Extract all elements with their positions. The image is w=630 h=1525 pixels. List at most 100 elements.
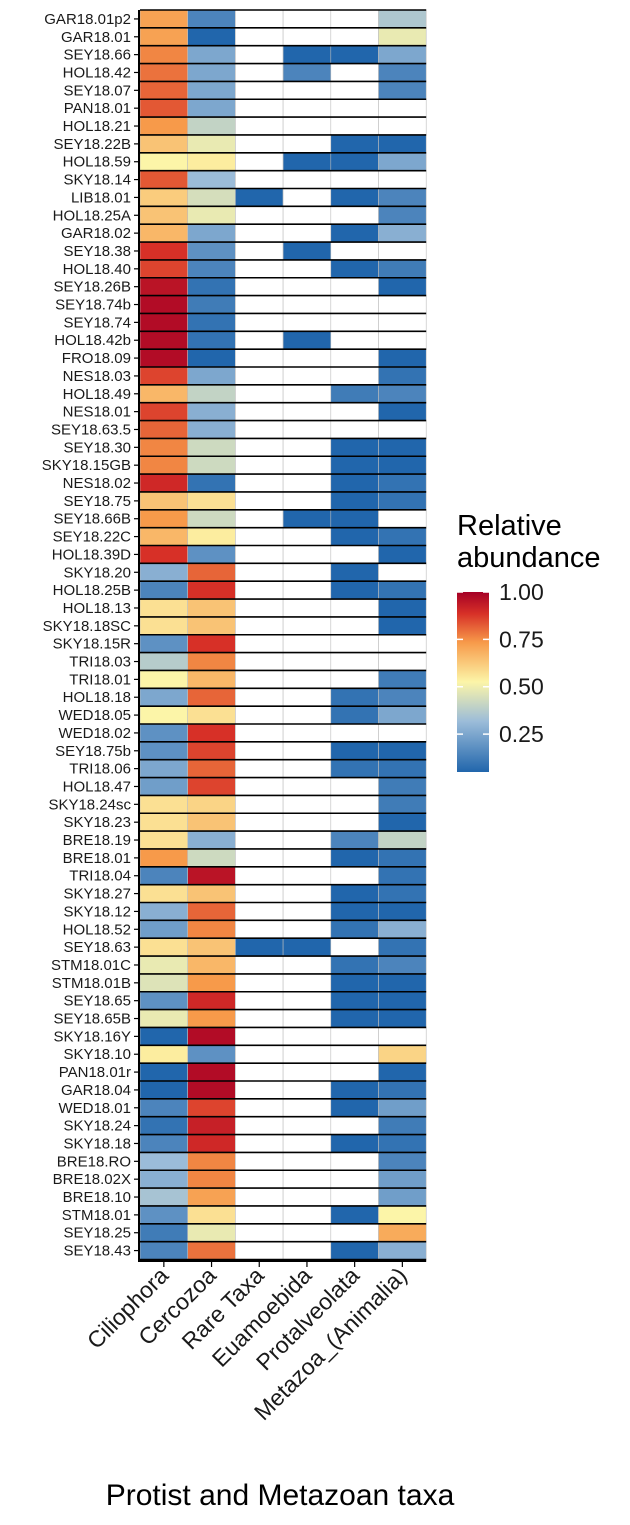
- heatmap-cell: [330, 134, 379, 154]
- heatmap-cell: [378, 670, 427, 689]
- heatmap-cell: [235, 991, 284, 1010]
- heatmap-cell: [378, 973, 427, 993]
- row-label: SEY18.66: [63, 47, 131, 64]
- row-label: SKY18.10: [63, 1046, 131, 1063]
- heatmap-cell: [378, 366, 427, 386]
- heatmap-cell: [330, 206, 379, 225]
- heatmap-cell: [187, 848, 236, 868]
- heatmap-cell: [282, 1134, 332, 1153]
- heatmap-cell: [187, 1223, 236, 1242]
- heatmap-cell: [282, 1027, 332, 1046]
- heatmap-cell: [378, 1045, 427, 1064]
- heatmap-cell: [282, 563, 332, 582]
- heatmap-cell: [139, 63, 189, 82]
- heatmap-cell: [378, 616, 427, 636]
- heatmap-cell: [187, 527, 236, 546]
- heatmap-cell: [378, 63, 427, 82]
- heatmap-cell: [378, 991, 427, 1010]
- row-label: WED18.02: [58, 725, 131, 742]
- legend-tick-label: 0.25: [499, 721, 544, 747]
- heatmap-cell: [330, 795, 379, 814]
- row-label: HOL18.40: [63, 261, 131, 278]
- heatmap-cell: [187, 1205, 236, 1225]
- row-label: HOL18.47: [63, 778, 131, 795]
- heatmap-cell: [187, 1134, 236, 1153]
- heatmap-cell: [139, 366, 189, 386]
- heatmap-cell: [235, 1027, 284, 1046]
- heatmap-cell: [235, 348, 284, 368]
- heatmap-cell: [187, 1241, 236, 1260]
- heatmap-cell: [139, 98, 189, 118]
- heatmap-cell: [235, 1009, 284, 1028]
- heatmap-cell: [139, 545, 189, 564]
- heatmap-cell: [378, 81, 427, 100]
- heatmap-cell: [187, 491, 236, 511]
- heatmap-cell: [187, 652, 236, 671]
- heatmap-cell: [235, 366, 284, 386]
- heatmap-cell: [282, 937, 332, 957]
- heatmap-cell: [139, 955, 189, 975]
- heatmap-cell: [330, 830, 379, 850]
- heatmap-cell: [282, 759, 332, 778]
- heatmap-cells: [139, 9, 427, 1260]
- heatmap-cell: [378, 902, 427, 921]
- heatmap-cell: [378, 884, 427, 903]
- heatmap-cell: [139, 45, 189, 64]
- legend-ticks: 1.00 0.75 0.50 0.25: [457, 579, 544, 747]
- heatmap-cell: [139, 206, 189, 225]
- heatmap-cell: [330, 1241, 379, 1260]
- heatmap-cell: [378, 1152, 427, 1171]
- heatmap-cell: [235, 170, 284, 189]
- heatmap-cell: [235, 45, 284, 64]
- heatmap-cell: [139, 509, 189, 528]
- heatmap-cell: [139, 1116, 189, 1135]
- heatmap-cell: [282, 1116, 332, 1135]
- heatmap-cell: [139, 1169, 189, 1189]
- heatmap-cell: [282, 1009, 332, 1028]
- heatmap-cell: [330, 277, 379, 296]
- heatmap-cell: [187, 384, 236, 404]
- row-label: WED18.05: [58, 707, 131, 724]
- heatmap-cell: [378, 295, 427, 314]
- heatmap-cell: [282, 491, 332, 511]
- row-label: GAR18.04: [61, 1082, 131, 1099]
- heatmap-cell: [282, 634, 332, 653]
- heatmap-cell: [235, 812, 284, 832]
- heatmap-cell: [235, 152, 284, 171]
- heatmap-cell: [235, 973, 284, 993]
- heatmap-cell: [378, 188, 427, 207]
- heatmap-cell: [330, 902, 379, 921]
- heatmap-cell: [282, 295, 332, 314]
- heatmap-cell: [282, 116, 332, 136]
- heatmap-cell: [139, 1205, 189, 1225]
- heatmap-cell: [187, 188, 236, 207]
- row-label: SEY18.65: [63, 993, 131, 1010]
- heatmap-cell: [282, 223, 332, 243]
- heatmap-cell: [330, 848, 379, 868]
- row-label: SKY18.20: [63, 564, 131, 581]
- heatmap-cell: [187, 545, 236, 564]
- heatmap-cell: [330, 223, 379, 243]
- heatmap-cell: [378, 491, 427, 511]
- heatmap-cell: [378, 241, 427, 261]
- heatmap-cell: [235, 259, 284, 279]
- heatmap-cell: [235, 795, 284, 814]
- heatmap-cell: [330, 295, 379, 314]
- heatmap-cell: [187, 563, 236, 582]
- heatmap-cell: [330, 188, 379, 207]
- heatmap-cell: [187, 884, 236, 903]
- heatmap-cell: [282, 1241, 332, 1260]
- heatmap-cell: [235, 1098, 284, 1117]
- heatmap-cell: [282, 777, 332, 796]
- heatmap-cell: [139, 741, 189, 760]
- heatmap-cell: [378, 1241, 427, 1260]
- legend-tick-label: 0.50: [499, 674, 544, 700]
- heatmap-cell: [235, 1187, 284, 1207]
- row-label: WED18.01: [58, 1100, 131, 1117]
- heatmap-cell: [139, 223, 189, 243]
- heatmap-cell: [378, 1187, 427, 1207]
- row-label: BRE18.10: [63, 1189, 131, 1206]
- heatmap-cell: [235, 652, 284, 671]
- heatmap-cell: [282, 1152, 332, 1171]
- row-label: SKY18.16Y: [53, 1028, 131, 1045]
